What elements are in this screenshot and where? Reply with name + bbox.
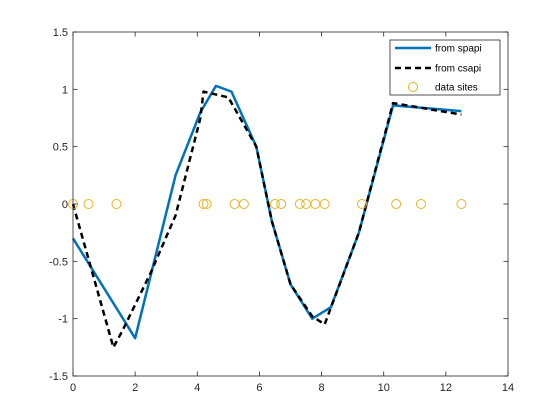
x-tick-label: 12 xyxy=(440,382,452,394)
legend-label-csapi: from csapi xyxy=(435,64,481,75)
x-tick-label: 8 xyxy=(319,382,325,394)
tick-labels: 0 2 4 6 8 10 12 14 -1.5 -1 -0.5 0 0.5 1 1.5 xyxy=(49,27,514,394)
x-tick-label: 0 xyxy=(70,382,76,394)
y-tick-label: 0.5 xyxy=(53,142,68,154)
data-site-marker xyxy=(276,199,287,209)
y-tick-label: -0.5 xyxy=(49,256,68,268)
data-site-marker xyxy=(198,199,209,209)
data-site-marker xyxy=(294,199,305,209)
y-tick-label: -1 xyxy=(58,314,68,326)
data-sites-markers xyxy=(68,199,467,209)
x-tick-label: 6 xyxy=(256,382,262,394)
data-site-marker xyxy=(319,199,330,209)
x-tick-label: 2 xyxy=(132,382,138,394)
x-tick-label: 10 xyxy=(378,382,390,394)
legend-swatch-data-sites xyxy=(408,82,418,92)
data-site-marker xyxy=(238,199,249,209)
data-site-marker xyxy=(416,199,426,209)
data-site-marker xyxy=(83,199,94,209)
legend-label-spapi: from spapi xyxy=(435,44,482,55)
data-site-marker xyxy=(269,199,280,209)
y-tick-label: 1.5 xyxy=(53,27,68,39)
legend: from spapi from csapi data sites xyxy=(389,39,501,96)
x-tick-label: 14 xyxy=(502,382,514,394)
data-site-marker xyxy=(201,199,212,209)
x-tick-label: 4 xyxy=(194,382,200,394)
tick-marks xyxy=(72,31,509,377)
series-line-from-csapi xyxy=(71,90,462,349)
data-site-marker xyxy=(456,199,467,209)
legend-label-data-sites: data sites xyxy=(435,83,478,94)
y-tick-label: 1 xyxy=(62,84,68,96)
y-tick-label: 0 xyxy=(62,199,68,211)
series-layer xyxy=(71,84,462,349)
data-site-marker xyxy=(391,199,402,209)
data-site-marker xyxy=(356,199,367,209)
data-site-marker xyxy=(111,199,122,209)
y-tick-label: -1.5 xyxy=(49,371,68,383)
